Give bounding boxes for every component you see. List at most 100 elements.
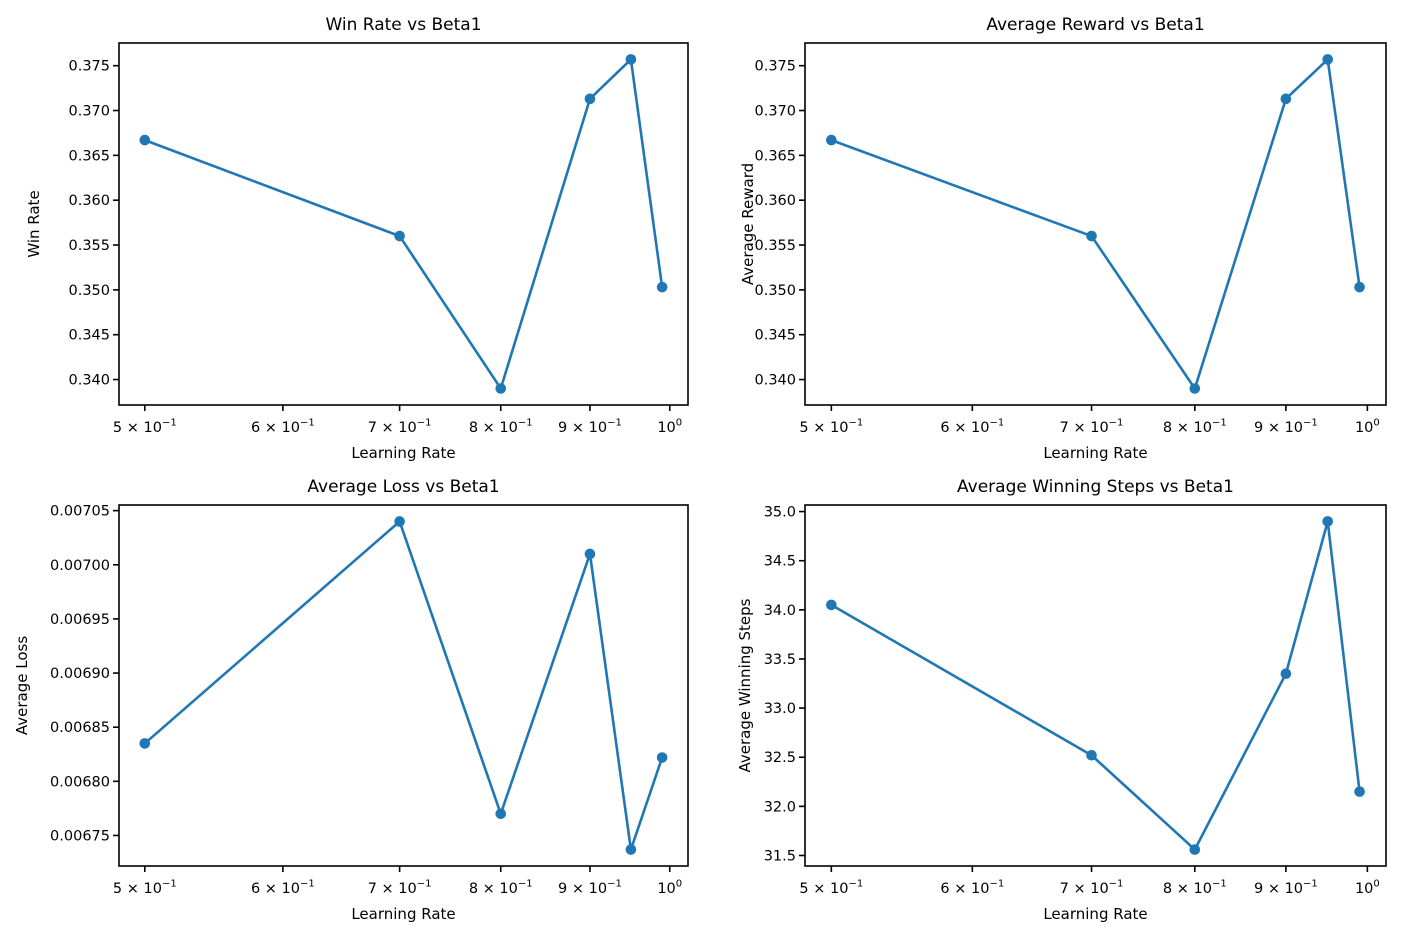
- y-tick-label: 0.00680: [50, 774, 110, 790]
- y-axis-label: Win Rate: [25, 190, 43, 257]
- y-axis-label: Average Loss: [13, 636, 31, 735]
- y-tick-label: 0.345: [68, 328, 110, 344]
- chart-title: Win Rate vs Beta1: [325, 15, 481, 35]
- y-tick-label: 0.00685: [50, 720, 110, 736]
- y-tick-label: 0.350: [68, 283, 110, 299]
- y-tick-label: 0.360: [68, 193, 110, 209]
- y-tick-label: 0.340: [754, 373, 796, 389]
- x-tick-label: 5 × 10−1: [799, 418, 863, 437]
- x-tick-label: 9 × 10−1: [558, 418, 622, 437]
- axes-frame: [118, 42, 689, 406]
- data-point-marker: [394, 516, 405, 527]
- y-tick-label: 0.345: [754, 328, 796, 344]
- axes-frame: [804, 504, 1387, 867]
- x-tick-label: 8 × 10−1: [469, 418, 533, 437]
- data-point-marker: [1354, 786, 1365, 797]
- y-tick-label: 0.365: [754, 148, 796, 164]
- data-point-marker: [584, 93, 596, 105]
- subplot-average-reward: Average Reward vs Beta1 5 × 10−1 6 × 10−1 7…: [739, 15, 1387, 462]
- chart-title: Average Reward vs Beta1: [986, 15, 1204, 35]
- x-tick-label: 7 × 10−1: [1060, 879, 1124, 898]
- x-tick-label: 7 × 10−1: [1060, 418, 1124, 437]
- x-tick-label: 100: [1355, 879, 1380, 898]
- x-tick-label: 8 × 10−1: [469, 879, 533, 898]
- y-tick-label: 0.375: [68, 59, 110, 75]
- series-line: [143, 58, 664, 390]
- x-tick-label: 7 × 10−1: [368, 418, 432, 437]
- y-tick-label: 0.340: [68, 373, 110, 389]
- data-point-marker: [625, 844, 637, 855]
- y-axis-label: Average Reward: [739, 163, 757, 285]
- x-axis-label: Learning Rate: [351, 444, 455, 462]
- x-tick-label: 5 × 10−1: [799, 879, 863, 898]
- series-line: [830, 520, 1361, 851]
- subplot-win-rate: Win Rate vs Beta1 5 × 10−1 6 × 10−1 7 × 10−…: [25, 15, 689, 462]
- x-tick-label: 6 × 10−1: [940, 418, 1004, 437]
- y-tick-label: 0.375: [754, 59, 796, 75]
- data-point-marker: [495, 383, 507, 394]
- data-point-marker: [1280, 668, 1292, 680]
- y-tick-label: 0.00690: [50, 666, 110, 682]
- y-tick-label: 32.5: [764, 750, 796, 766]
- y-tick-label: 0.370: [754, 104, 796, 120]
- y-tick-label: 34.5: [764, 554, 796, 570]
- y-axis-label: Average Winning Steps: [736, 598, 754, 772]
- y-tick-label: 0.00705: [50, 504, 110, 520]
- y-tick-label: 0.00700: [50, 558, 110, 574]
- data-point-marker: [139, 738, 151, 749]
- x-tick-label: 9 × 10−1: [1254, 418, 1318, 437]
- y-tick-label: 35.0: [764, 505, 796, 521]
- data-point-marker: [656, 752, 668, 763]
- x-tick-label: 5 × 10−1: [113, 879, 177, 898]
- y-tick-label: 0.365: [68, 148, 110, 164]
- y-tick-label: 0.350: [754, 283, 796, 299]
- x-tick-label: 100: [657, 879, 682, 898]
- data-point-marker: [1322, 516, 1333, 527]
- series-line: [143, 520, 664, 851]
- data-point-marker: [1354, 281, 1365, 293]
- x-tick-label: 6 × 10−1: [940, 879, 1004, 898]
- x-tick-label: 9 × 10−1: [558, 879, 622, 898]
- x-axis-label: Learning Rate: [1043, 905, 1147, 923]
- data-point-marker: [1322, 54, 1333, 65]
- subplot-average-winning-steps: Average Winning Steps vs Beta1 5 × 10−1 6 …: [736, 477, 1387, 923]
- x-tick-label: 8 × 10−1: [1163, 879, 1227, 898]
- chart-title: Average Winning Steps vs Beta1: [957, 477, 1234, 497]
- x-tick-label: 7 × 10−1: [368, 879, 432, 898]
- data-point-marker: [826, 134, 837, 146]
- y-tick-label: 33.0: [764, 701, 796, 717]
- x-tick-label: 100: [1355, 418, 1380, 437]
- axes-frame: [804, 42, 1387, 406]
- subplot-average-loss: Average Loss vs Beta1 5 × 10−1 6 × 10−1 7 ×…: [13, 477, 689, 923]
- x-tick-label: 100: [657, 418, 682, 437]
- x-tick-label: 9 × 10−1: [1254, 879, 1318, 898]
- x-tick-label: 5 × 10−1: [113, 418, 177, 437]
- chart-title: Average Loss vs Beta1: [307, 477, 499, 497]
- data-point-marker: [1086, 749, 1097, 761]
- data-point-marker: [1086, 230, 1097, 242]
- data-point-marker: [1189, 844, 1201, 855]
- axes-frame: [118, 504, 689, 867]
- data-point-marker: [826, 599, 837, 611]
- y-tick-label: 0.355: [754, 238, 796, 254]
- x-tick-label: 8 × 10−1: [1163, 418, 1227, 437]
- data-point-marker: [495, 808, 507, 820]
- y-tick-label: 32.0: [764, 799, 796, 815]
- y-tick-label: 0.00675: [50, 828, 110, 844]
- x-axis-label: Learning Rate: [351, 905, 455, 923]
- series-line: [830, 58, 1361, 390]
- data-point-marker: [1280, 93, 1292, 105]
- data-point-marker: [625, 54, 637, 65]
- x-tick-label: 6 × 10−1: [251, 418, 315, 437]
- y-tick-label: 31.5: [764, 848, 796, 864]
- data-point-marker: [656, 281, 668, 293]
- y-tick-label: 0.355: [68, 238, 110, 254]
- y-tick-label: 0.00695: [50, 612, 110, 628]
- data-point-marker: [584, 548, 596, 560]
- y-tick-label: 34.0: [764, 603, 796, 619]
- x-tick-label: 6 × 10−1: [251, 879, 315, 898]
- data-point-marker: [139, 134, 151, 146]
- y-tick-label: 0.360: [754, 193, 796, 209]
- y-tick-label: 0.370: [68, 104, 110, 120]
